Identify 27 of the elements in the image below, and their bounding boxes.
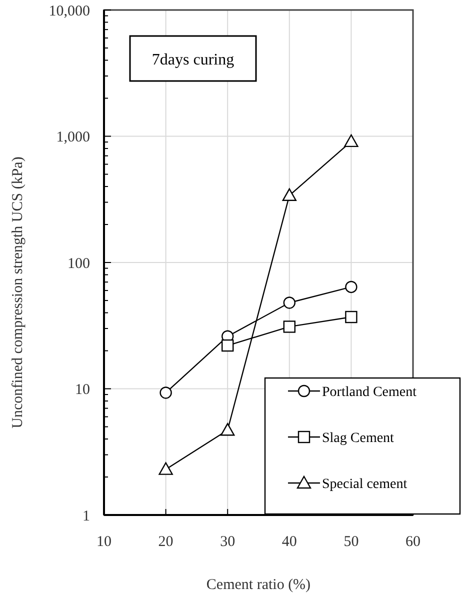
point (158, 462, 173, 475)
point (345, 310, 358, 324)
x-axis-title: Cement ratio (%) (206, 577, 311, 593)
x-tick-label: 50 (344, 534, 359, 550)
x-tick-label: 30 (220, 534, 236, 550)
x-tick-label: 40 (282, 534, 297, 550)
legend-label: Portland Cement (322, 384, 417, 400)
y-axis-title: Unconfined compression strength UCS (kPa) (10, 156, 26, 428)
legend-label: Slag Cement (322, 430, 394, 446)
x-tick-label: 10 (96, 534, 112, 550)
annotation: 7days curing (152, 52, 234, 69)
y-tick-label: 100 (68, 256, 90, 272)
point (160, 386, 172, 399)
point (283, 296, 296, 309)
point (344, 134, 358, 148)
point (345, 280, 358, 294)
y-tick-label: 10 (75, 382, 90, 398)
x-tick-label: 20 (158, 534, 174, 550)
point (282, 188, 296, 201)
point (283, 320, 296, 333)
point (220, 423, 235, 436)
y-tick-label: 1,000 (56, 130, 90, 146)
y-tick-label: 1 (82, 508, 90, 524)
legend-label: Special cement (322, 476, 408, 492)
point (222, 339, 234, 352)
x-tick-label: 60 (406, 534, 420, 550)
y-tick-label: 10,000 (48, 3, 90, 20)
